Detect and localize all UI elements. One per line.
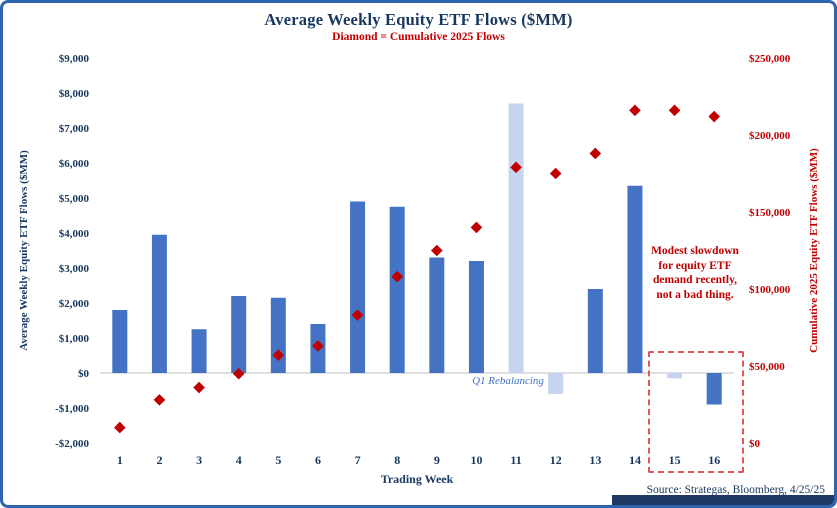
diamond-week-2 bbox=[153, 394, 166, 406]
left-axis-tick: $5,000 bbox=[59, 193, 90, 205]
bar-week-5 bbox=[270, 297, 286, 373]
diamond-week-7 bbox=[351, 309, 364, 321]
bar-week-8 bbox=[389, 206, 405, 373]
x-axis-tick: 8 bbox=[394, 453, 400, 467]
diamond-week-6 bbox=[312, 340, 324, 352]
diamond-week-1 bbox=[114, 421, 126, 434]
x-axis-tick: 2 bbox=[156, 453, 162, 467]
bar-week-9 bbox=[429, 257, 445, 373]
chart-subtitle: Diamond = Cumulative 2025 Flows bbox=[332, 31, 505, 43]
left-axis-tick: $0 bbox=[78, 368, 90, 380]
bar-week-2 bbox=[151, 234, 167, 373]
chart-title: Average Weekly Equity ETF Flows ($MM) bbox=[264, 10, 573, 29]
diamond-week-16 bbox=[708, 110, 720, 123]
diamond-week-8 bbox=[391, 270, 403, 283]
diamond-week-15 bbox=[668, 104, 681, 117]
x-axis-tick: 12 bbox=[550, 453, 562, 467]
x-axis-tick: 13 bbox=[589, 453, 601, 467]
left-axis-tick: $1,000 bbox=[59, 333, 90, 345]
diamond-week-4 bbox=[232, 367, 245, 380]
etf-flows-chart: $9,000 $8,000 $7,000 $6,000 $5,000 $4,000 $3,0… bbox=[18, 53, 820, 486]
x-axis-tick: 10 bbox=[470, 453, 482, 467]
right-axis-tick: $250,000 bbox=[749, 53, 791, 65]
left-axis-tick: $8,000 bbox=[59, 88, 90, 100]
left-axis-title: Average Weekly Equity ETF Flows ($MM) bbox=[18, 150, 30, 351]
diamond-week-5 bbox=[272, 349, 285, 362]
x-axis-tick: 6 bbox=[315, 453, 321, 467]
diamond-week-9 bbox=[431, 244, 443, 257]
x-axis-tick: 11 bbox=[510, 453, 521, 467]
left-axis-tick: $3,000 bbox=[59, 263, 90, 275]
bar-week-10 bbox=[468, 261, 484, 373]
bar-week-15 bbox=[667, 373, 683, 379]
x-axis-tick: 15 bbox=[669, 453, 681, 467]
bar-week-7 bbox=[350, 201, 366, 373]
right-axis-tick: $100,000 bbox=[749, 284, 791, 296]
bar-week-16 bbox=[706, 373, 722, 405]
bar-week-3 bbox=[191, 329, 207, 373]
x-axis-tick: 14 bbox=[629, 453, 641, 467]
x-axis-tick: 9 bbox=[434, 453, 440, 467]
right-axis-tick: $50,000 bbox=[749, 361, 785, 373]
x-axis-tick: 7 bbox=[355, 453, 361, 467]
x-axis-tick: 3 bbox=[196, 453, 202, 467]
left-axis-tick: $2,000 bbox=[59, 298, 90, 310]
right-axis-tick: $0 bbox=[749, 438, 761, 450]
left-axis-tick: -$1,000 bbox=[55, 403, 89, 415]
left-axis-tick: $7,000 bbox=[59, 123, 90, 135]
right-axis-tick: $200,000 bbox=[749, 130, 791, 142]
bar-week-11 bbox=[508, 103, 524, 373]
bar-week-13 bbox=[587, 289, 603, 373]
diamond-week-12 bbox=[549, 167, 562, 180]
x-axis-tick: 5 bbox=[275, 453, 281, 467]
source-note: Source: Strategas, Bloomberg, 4/25/25 bbox=[646, 484, 825, 496]
q1-rebalancing-annotation: Q1 Rebalancing bbox=[472, 375, 544, 387]
x-axis-tick: 4 bbox=[236, 453, 242, 467]
footer-bar bbox=[612, 495, 834, 505]
left-axis-tick: $4,000 bbox=[59, 228, 90, 240]
x-axis-title: Trading Week bbox=[381, 472, 454, 486]
bar-week-12 bbox=[548, 373, 564, 394]
left-axis-tick: $6,000 bbox=[59, 158, 90, 170]
right-axis-title: Cumulative 2025 Equity ETF Flows ($MM) bbox=[808, 148, 820, 353]
left-axis-tick: -$2,000 bbox=[55, 438, 89, 450]
bar-week-14 bbox=[627, 185, 643, 373]
diamond-week-14 bbox=[629, 104, 641, 117]
diamond-week-13 bbox=[589, 147, 602, 160]
slowdown-callout: Modest slowdown for equity ETF demand re… bbox=[651, 245, 739, 301]
bar-week-1 bbox=[112, 310, 128, 373]
x-axis-tick: 16 bbox=[708, 453, 720, 467]
diamond-week-10 bbox=[470, 221, 483, 234]
highlight-box-weeks-15-16 bbox=[648, 351, 744, 473]
diamond-week-3 bbox=[193, 381, 205, 394]
bar-week-4 bbox=[231, 296, 247, 373]
x-axis-tick: 1 bbox=[117, 453, 123, 467]
left-axis-tick: $9,000 bbox=[59, 53, 90, 65]
right-axis-tick: $150,000 bbox=[749, 207, 791, 219]
